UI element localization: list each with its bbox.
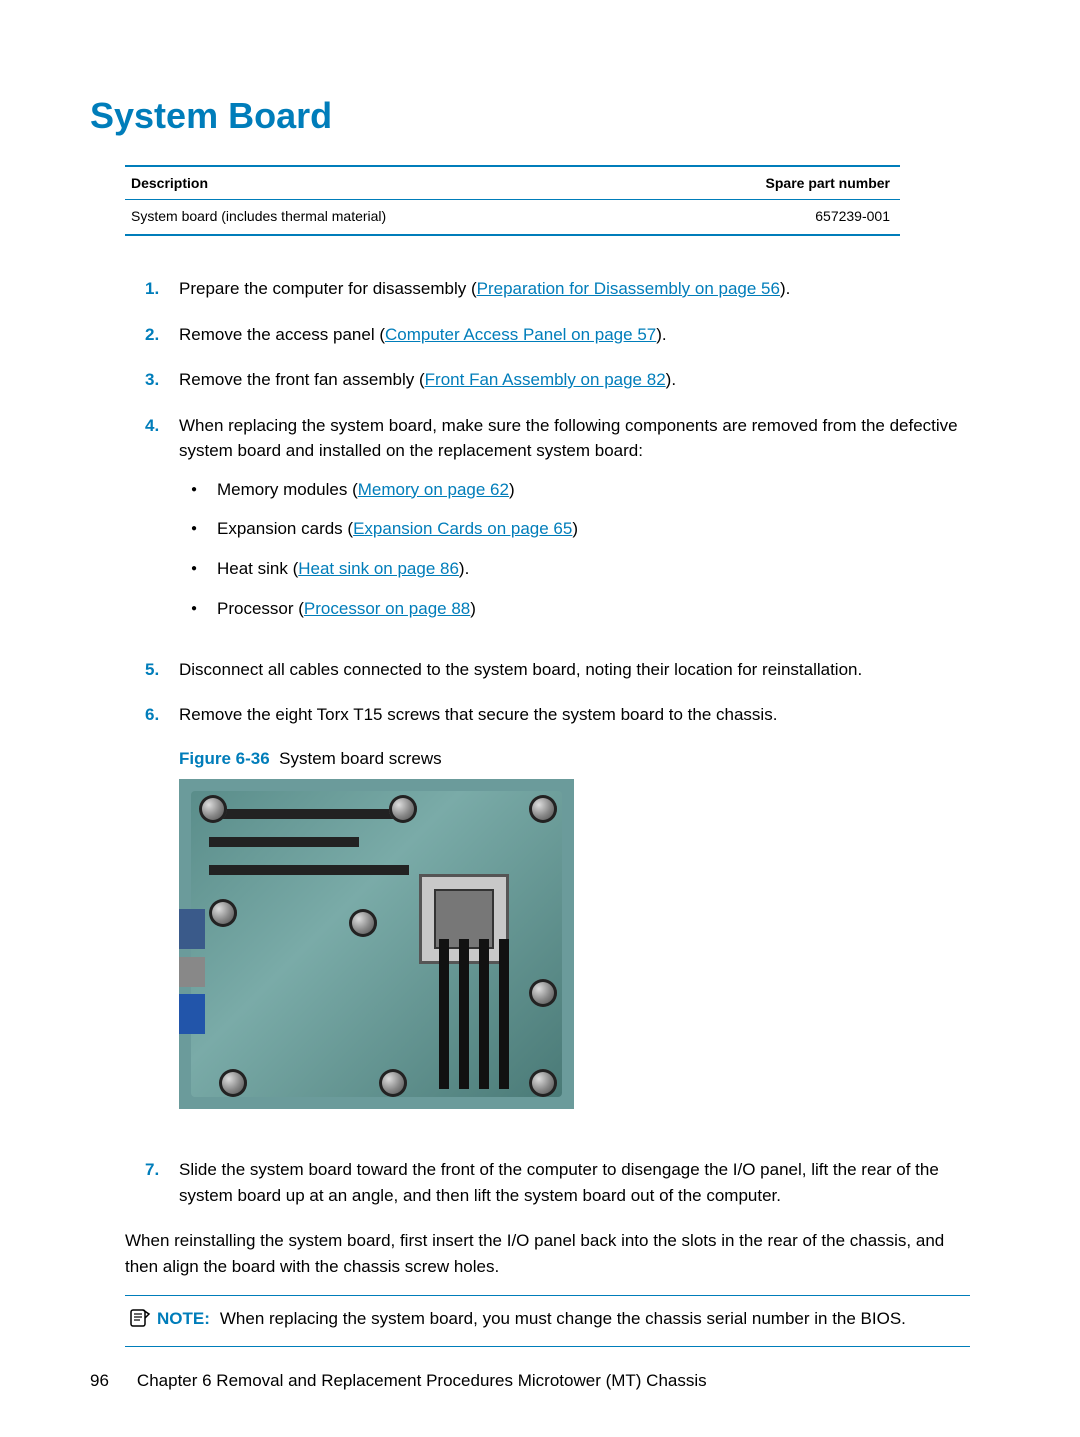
note-label: NOTE:	[157, 1309, 210, 1328]
step-text: Prepare the computer for disassembly (	[179, 279, 477, 298]
link-heatsink[interactable]: Heat sink on page 86	[298, 559, 459, 578]
parts-table: Description Spare part number System boa…	[125, 165, 900, 236]
page-title: System Board	[90, 95, 990, 137]
step-text: Disconnect all cables connected to the s…	[179, 657, 970, 683]
list-item: Processor (Processor on page 88)	[217, 597, 970, 621]
note-icon	[129, 1308, 151, 1336]
step-text: When replacing the system board, make su…	[179, 416, 958, 461]
step-4: 4. When replacing the system board, make…	[145, 413, 970, 637]
step-text: Slide the system board toward the front …	[179, 1157, 970, 1208]
step-text-after: ).	[666, 370, 676, 389]
link-processor[interactable]: Processor on page 88	[304, 599, 470, 618]
step-number: 3.	[145, 367, 179, 393]
step-2: 2. Remove the access panel (Computer Acc…	[145, 322, 970, 348]
ordered-steps: 1. Prepare the computer for disassembly …	[145, 276, 970, 1208]
component-sublist: Memory modules (Memory on page 62) Expan…	[217, 478, 970, 621]
step-5: 5. Disconnect all cables connected to th…	[145, 657, 970, 683]
list-item: Memory modules (Memory on page 62)	[217, 478, 970, 502]
sub-text: Expansion cards (	[217, 519, 353, 538]
sub-text-after: )	[470, 599, 476, 618]
figure-caption-text: System board screws	[279, 749, 442, 768]
figure-system-board	[179, 779, 574, 1109]
link-expansion[interactable]: Expansion Cards on page 65	[353, 519, 572, 538]
sub-text: Processor (	[217, 599, 304, 618]
step-text: Remove the access panel (	[179, 325, 385, 344]
step-1: 1. Prepare the computer for disassembly …	[145, 276, 970, 302]
sub-text: Memory modules (	[217, 480, 358, 499]
table-cell-partnumber: 657239-001	[633, 200, 900, 236]
page-number: 96	[90, 1371, 109, 1391]
sub-text-after: )	[509, 480, 515, 499]
step-text: Remove the front fan assembly (	[179, 370, 425, 389]
step-number: 6.	[145, 702, 179, 1137]
sub-text-after: ).	[459, 559, 469, 578]
note-block: NOTE: When replacing the system board, yo…	[125, 1295, 970, 1347]
table-header-partnumber: Spare part number	[633, 166, 900, 200]
step-text: Remove the eight Torx T15 screws that se…	[179, 702, 970, 728]
step-text-after: ).	[780, 279, 790, 298]
page-footer: 96 Chapter 6 Removal and Replacement Pro…	[90, 1371, 990, 1391]
step-number: 4.	[145, 413, 179, 637]
note-text: When replacing the system board, you mus…	[220, 1309, 906, 1328]
step-7: 7. Slide the system board toward the fro…	[145, 1157, 970, 1208]
table-row: System board (includes thermal material)…	[125, 200, 900, 236]
step-number: 7.	[145, 1157, 179, 1208]
step-text-after: ).	[656, 325, 666, 344]
step-number: 5.	[145, 657, 179, 683]
figure-label: Figure 6-36	[179, 749, 270, 768]
link-memory[interactable]: Memory on page 62	[358, 480, 509, 499]
step-6: 6. Remove the eight Torx T15 screws that…	[145, 702, 970, 1137]
link-front-fan[interactable]: Front Fan Assembly on page 82	[425, 370, 666, 389]
sub-text-after: )	[572, 519, 578, 538]
link-access-panel[interactable]: Computer Access Panel on page 57	[385, 325, 656, 344]
step-number: 2.	[145, 322, 179, 348]
sub-text: Heat sink (	[217, 559, 298, 578]
step-3: 3. Remove the front fan assembly (Front …	[145, 367, 970, 393]
list-item: Heat sink (Heat sink on page 86).	[217, 557, 970, 581]
reinstall-paragraph: When reinstalling the system board, firs…	[125, 1228, 970, 1279]
chapter-label: Chapter 6 Removal and Replacement Proced…	[137, 1371, 707, 1391]
step-number: 1.	[145, 276, 179, 302]
table-header-description: Description	[125, 166, 633, 200]
link-prep-disassembly[interactable]: Preparation for Disassembly on page 56	[477, 279, 780, 298]
list-item: Expansion cards (Expansion Cards on page…	[217, 517, 970, 541]
table-cell-description: System board (includes thermal material)	[125, 200, 633, 236]
